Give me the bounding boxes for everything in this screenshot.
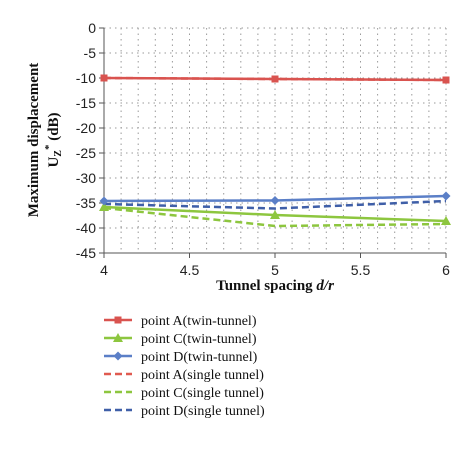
data-point xyxy=(270,196,280,205)
legend-label: point C(single tunnel) xyxy=(141,386,264,401)
y-tick-label: -35 xyxy=(76,195,96,211)
y-tick-label: 0 xyxy=(88,20,96,36)
legend-label: point D(twin-tunnel) xyxy=(141,350,258,365)
data-point xyxy=(100,74,108,82)
y-axis-unit: (dB) xyxy=(46,112,62,144)
y-tick-label: -45 xyxy=(76,245,96,261)
data-point xyxy=(441,216,451,225)
y-axis-superscript: * xyxy=(43,144,55,150)
series xyxy=(99,74,451,228)
x-axis-title: Tunnel spacing d/r xyxy=(216,278,334,294)
y-tick-label: -10 xyxy=(76,70,96,86)
series-5 xyxy=(103,206,447,228)
legend-label: point A(single tunnel) xyxy=(141,368,264,383)
legend-label: point C(twin-tunnel) xyxy=(141,332,257,347)
y-axis-title: Maximum displacement UZ* (dB) xyxy=(26,63,64,218)
data-point xyxy=(99,202,109,211)
axes xyxy=(99,27,447,258)
legend-item: point C(twin-tunnel) xyxy=(104,332,257,347)
y-tick-labels: 0 -5 -10 -15 -20 -25 -30 -35 -40 -45 xyxy=(76,20,96,261)
legend-marker xyxy=(113,351,123,361)
data-point xyxy=(270,210,280,219)
x-tick-label: 4 xyxy=(100,262,108,278)
x-tick-label: 5.5 xyxy=(351,262,371,278)
x-axis-title-variable: d/r xyxy=(316,278,334,294)
data-point xyxy=(99,196,109,206)
y-axis-subscript: Z xyxy=(53,150,64,157)
grid xyxy=(103,27,447,254)
x-tick-label: 5 xyxy=(271,262,279,278)
y-axis-title-line2: UZ* (dB) xyxy=(43,112,64,167)
series-line xyxy=(103,199,447,210)
legend-item: point A(twin-tunnel) xyxy=(104,314,257,329)
y-axis-symbol: U xyxy=(46,157,62,168)
legend-item: point D(twin-tunnel) xyxy=(104,350,258,365)
series-line xyxy=(103,206,447,228)
x-tick-label: 6 xyxy=(442,262,450,278)
y-tick-label: -5 xyxy=(84,45,97,61)
legend-label: point D(single tunnel) xyxy=(141,404,265,419)
legend: point A(twin-tunnel) point C(twin-tunnel)… xyxy=(104,314,265,419)
legend-item: point A(single tunnel) xyxy=(104,368,264,383)
series-3 xyxy=(99,191,451,206)
legend-item: point D(single tunnel) xyxy=(104,404,265,419)
y-axis-title-line1: Maximum displacement xyxy=(26,63,42,218)
x-tick-labels: 4 4.5 5 5.5 6 xyxy=(100,262,450,278)
x-axis-title-main: Tunnel spacing xyxy=(216,278,316,294)
series-1 xyxy=(100,74,450,84)
x-tick-label: 4.5 xyxy=(180,262,200,278)
data-point xyxy=(442,76,450,84)
series-2 xyxy=(99,202,451,225)
y-tick-label: -15 xyxy=(76,95,96,111)
legend-marker xyxy=(113,333,123,342)
legend-item: point C(single tunnel) xyxy=(104,386,264,401)
y-tick-label: -40 xyxy=(76,220,96,236)
y-tick-label: -20 xyxy=(76,120,96,136)
data-point xyxy=(271,75,279,83)
y-tick-label: -25 xyxy=(76,145,96,161)
legend-label: point A(twin-tunnel) xyxy=(141,314,257,329)
y-tick-label: -30 xyxy=(76,170,96,186)
series-6 xyxy=(103,199,447,210)
legend-marker xyxy=(114,316,122,324)
data-point xyxy=(441,191,451,201)
